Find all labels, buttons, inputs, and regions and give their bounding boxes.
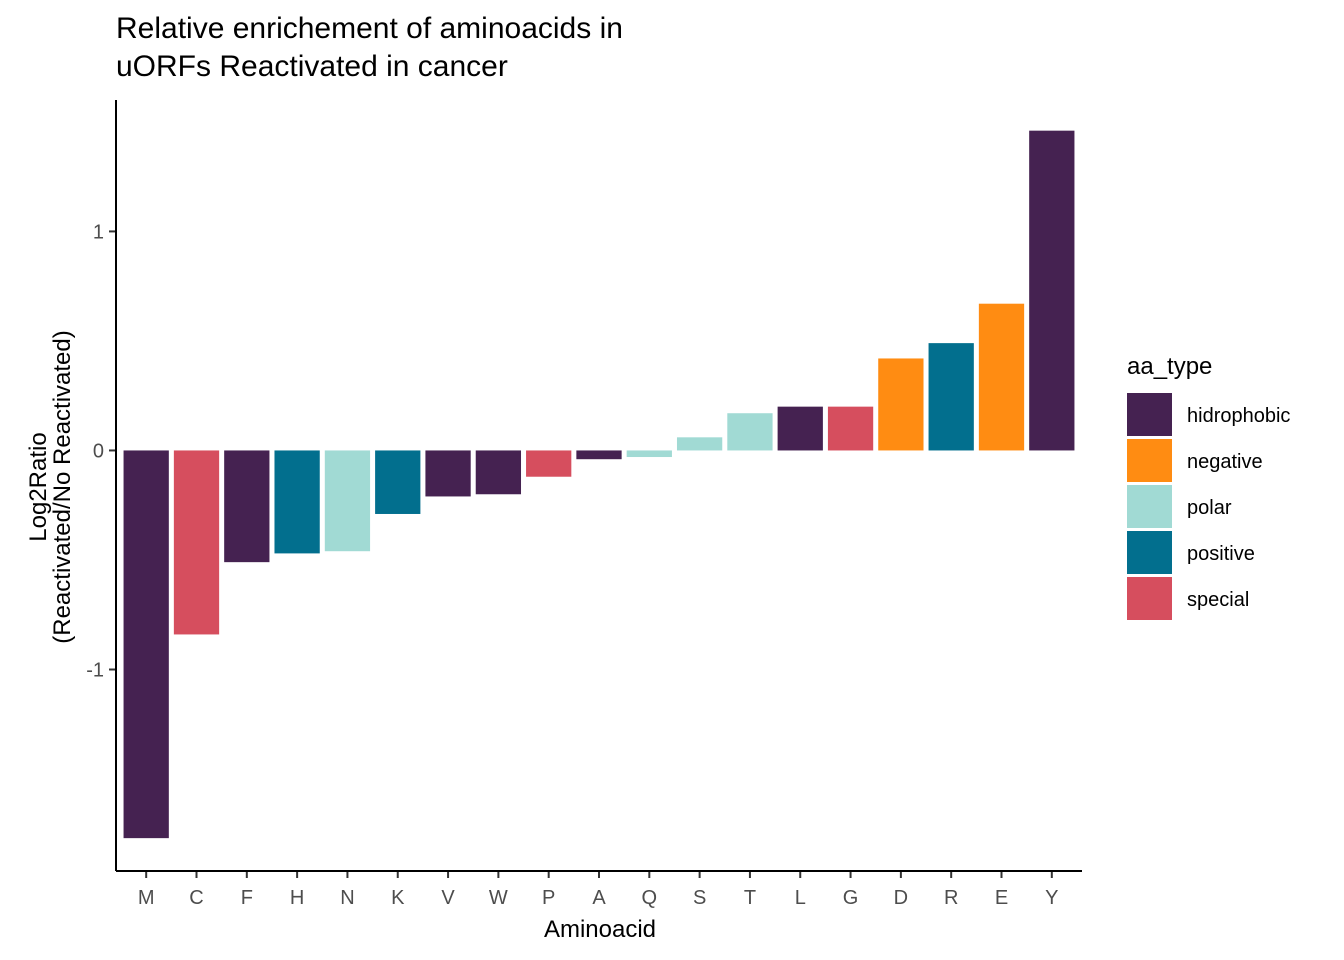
legend-swatch-hidrophobic bbox=[1127, 393, 1172, 436]
x-tick-label-L: L bbox=[795, 887, 806, 909]
bar-Q bbox=[626, 450, 672, 458]
x-tick-label-Q: Q bbox=[642, 887, 658, 909]
x-tick-label-V: V bbox=[441, 887, 455, 909]
bar-W bbox=[475, 450, 522, 495]
bar-C bbox=[173, 450, 220, 635]
legend-swatch-positive bbox=[1127, 531, 1172, 574]
x-tick-label-T: T bbox=[744, 887, 756, 909]
legend-label-hidrophobic: hidrophobic bbox=[1187, 405, 1290, 427]
legend-label-polar: polar bbox=[1187, 497, 1232, 519]
bar-K bbox=[375, 450, 421, 514]
x-tick-label-F: F bbox=[241, 887, 253, 909]
x-tick-label-W: W bbox=[489, 887, 508, 909]
bar-V bbox=[425, 450, 471, 497]
x-tick-label-A: A bbox=[592, 887, 606, 909]
bar-F bbox=[224, 450, 270, 563]
chart-title-line-2: uORFs Reactivated in cancer bbox=[116, 50, 508, 83]
x-tick-label-N: N bbox=[340, 887, 354, 909]
x-tick-label-Y: Y bbox=[1045, 887, 1058, 909]
y-tick-label: 1 bbox=[93, 221, 104, 243]
legend-title: aa_type bbox=[1127, 353, 1212, 380]
bar-G bbox=[827, 406, 874, 451]
x-tick-label-H: H bbox=[290, 887, 304, 909]
y-axis-title-line-1: Log2Ratio bbox=[25, 432, 52, 541]
bar-N bbox=[324, 450, 371, 552]
bar-H bbox=[274, 450, 320, 554]
legend: aa_type hidrophobic negative polar positive… bbox=[1127, 353, 1290, 620]
legend-swatch-negative bbox=[1127, 439, 1172, 482]
bar-M bbox=[123, 450, 169, 839]
y-axis-title: Log2Ratio (Reactivated/No Reactivated) bbox=[25, 330, 76, 643]
y-tick-label: 0 bbox=[93, 440, 104, 462]
x-tick-label-K: K bbox=[391, 887, 405, 909]
y-axis-ticks: -1 0 1 bbox=[86, 221, 116, 681]
x-axis-title: Aminoacid bbox=[544, 916, 656, 943]
x-tick-label-S: S bbox=[693, 887, 706, 909]
bar-S bbox=[676, 437, 723, 451]
x-tick-label-R: R bbox=[944, 887, 958, 909]
y-tick-label: -1 bbox=[86, 659, 104, 681]
bar-A bbox=[576, 450, 622, 460]
x-tick-label-D: D bbox=[894, 887, 908, 909]
x-tick-label-C: C bbox=[189, 887, 203, 909]
bar-P bbox=[526, 450, 572, 477]
bar-Y bbox=[1029, 130, 1075, 451]
bars-group bbox=[123, 130, 1075, 839]
x-tick-label-G: G bbox=[843, 887, 859, 909]
legend-swatch-special bbox=[1127, 577, 1172, 620]
x-tick-label-P: P bbox=[542, 887, 555, 909]
x-tick-label-M: M bbox=[138, 887, 155, 909]
legend-label-negative: negative bbox=[1187, 451, 1263, 473]
bar-E bbox=[978, 303, 1025, 451]
legend-label-positive: positive bbox=[1187, 543, 1255, 565]
y-axis-title-line-2: (Reactivated/No Reactivated) bbox=[49, 330, 76, 643]
bar-D bbox=[878, 358, 924, 451]
bar-T bbox=[727, 413, 773, 451]
legend-label-special: special bbox=[1187, 589, 1249, 611]
chart-title-line-1: Relative enrichement of aminoacids in bbox=[116, 12, 623, 45]
bar-L bbox=[777, 406, 823, 451]
x-tick-label-E: E bbox=[995, 887, 1008, 909]
legend-swatch-polar bbox=[1127, 485, 1172, 528]
bar-R bbox=[928, 343, 974, 451]
